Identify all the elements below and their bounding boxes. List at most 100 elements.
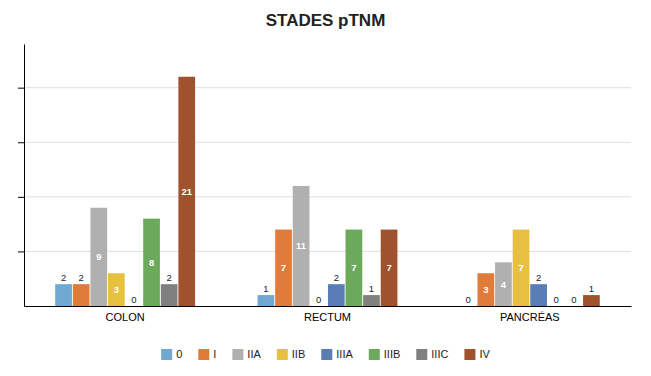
bar xyxy=(310,306,327,307)
grid-line xyxy=(24,142,631,143)
legend-swatch xyxy=(416,349,427,360)
data-label: 2 xyxy=(536,272,541,283)
y-axis-line xyxy=(24,45,25,307)
x-tick-label: RECTUM xyxy=(304,311,351,323)
legend-item: IIIC xyxy=(416,348,448,360)
data-label: 0 xyxy=(466,294,471,305)
chart: STADES pTNM21027391143070228702102171COL… xyxy=(0,0,651,376)
legend-label: IIB xyxy=(292,348,305,360)
data-label: 2 xyxy=(334,272,339,283)
y-tick xyxy=(18,142,24,143)
legend-item: IIB xyxy=(277,348,305,360)
bar xyxy=(328,284,345,306)
bar xyxy=(565,306,582,307)
data-label: 7 xyxy=(386,262,391,273)
data-label: 0 xyxy=(316,294,321,305)
legend-item: IV xyxy=(464,348,490,360)
data-label: 11 xyxy=(296,240,307,251)
y-tick xyxy=(18,197,24,198)
y-tick xyxy=(18,88,24,89)
x-tick: PANCRÉAS xyxy=(500,311,560,323)
bar xyxy=(275,230,292,306)
legend-swatch xyxy=(198,349,209,360)
grid xyxy=(24,88,631,252)
legend-swatch xyxy=(321,349,332,360)
legend-swatch xyxy=(369,349,380,360)
y-tick-mark xyxy=(18,88,24,89)
bar xyxy=(143,219,160,306)
data-label: 2 xyxy=(61,272,66,283)
legend-label: 0 xyxy=(176,348,182,360)
legend-item: IIIB xyxy=(369,348,401,360)
bar xyxy=(73,284,90,306)
bar xyxy=(126,306,143,307)
bar xyxy=(583,295,600,306)
bar xyxy=(460,306,477,307)
y-tick-mark xyxy=(18,142,24,143)
legend-item: I xyxy=(198,348,216,360)
legend-label: IIIB xyxy=(384,348,401,360)
legend-swatch xyxy=(161,349,172,360)
data-label: 0 xyxy=(571,294,576,305)
bar xyxy=(90,208,107,306)
data-label: 8 xyxy=(149,257,154,268)
data-label: 21 xyxy=(181,186,192,197)
y-tick xyxy=(18,251,24,252)
legend-swatch xyxy=(277,349,288,360)
bar xyxy=(513,230,530,306)
data-label: 7 xyxy=(351,262,356,273)
title: STADES pTNM xyxy=(266,11,386,30)
data-label: 1 xyxy=(263,283,268,294)
bar xyxy=(530,284,547,306)
x-axis: COLON RECTUM PANCRÉAS xyxy=(25,307,632,323)
data-label: 7 xyxy=(281,262,286,273)
y-axis xyxy=(18,45,25,307)
data-label: 1 xyxy=(589,283,594,294)
x-tick: RECTUM xyxy=(304,311,351,323)
legend-label: IV xyxy=(479,348,490,360)
bar xyxy=(477,273,494,306)
bar xyxy=(381,230,398,306)
legend-swatch xyxy=(232,349,243,360)
legend-label: I xyxy=(213,348,216,360)
legend-swatch xyxy=(464,349,475,360)
data-label: 3 xyxy=(483,284,488,295)
plot: 21027391143070228702102171COLONRECTUMPAN… xyxy=(18,45,632,323)
bar xyxy=(495,262,512,306)
data-label: 7 xyxy=(518,262,523,273)
data-label: 3 xyxy=(114,284,119,295)
legend-item: 0 xyxy=(161,348,182,360)
grid-line xyxy=(24,196,631,197)
bar xyxy=(258,295,275,306)
x-tick-label: PANCRÉAS xyxy=(500,311,560,323)
legend-label: IIIC xyxy=(431,348,448,360)
bar xyxy=(108,273,125,306)
legend: 0IIIAIIBIIIAIIIBIIICIV xyxy=(161,348,490,360)
legend-label: IIIA xyxy=(336,348,353,360)
x-axis-line xyxy=(25,306,632,307)
y-tick-mark xyxy=(18,197,24,198)
x-tick: COLON xyxy=(106,311,145,323)
bar xyxy=(55,284,72,306)
data-label: 0 xyxy=(131,294,136,305)
x-tick-label: COLON xyxy=(106,311,145,323)
bar xyxy=(346,230,363,306)
grid-line xyxy=(24,87,631,88)
legend-item: IIA xyxy=(232,348,261,360)
grid-line xyxy=(24,251,631,252)
data-label: 4 xyxy=(501,279,507,290)
bar xyxy=(293,186,310,306)
bar xyxy=(161,284,178,306)
bars xyxy=(55,77,600,306)
data-label: 0 xyxy=(554,294,559,305)
bar xyxy=(548,306,565,307)
data-label: 9 xyxy=(96,251,101,262)
legend-item: IIIA xyxy=(321,348,353,360)
data-label: 2 xyxy=(167,272,172,283)
y-tick-mark xyxy=(18,251,24,252)
data-label: 1 xyxy=(369,283,374,294)
bar xyxy=(178,77,195,306)
data-label: 2 xyxy=(79,272,84,283)
data-labels: 21027391143070228702102171 xyxy=(61,186,594,305)
legend-label: IIA xyxy=(247,348,261,360)
